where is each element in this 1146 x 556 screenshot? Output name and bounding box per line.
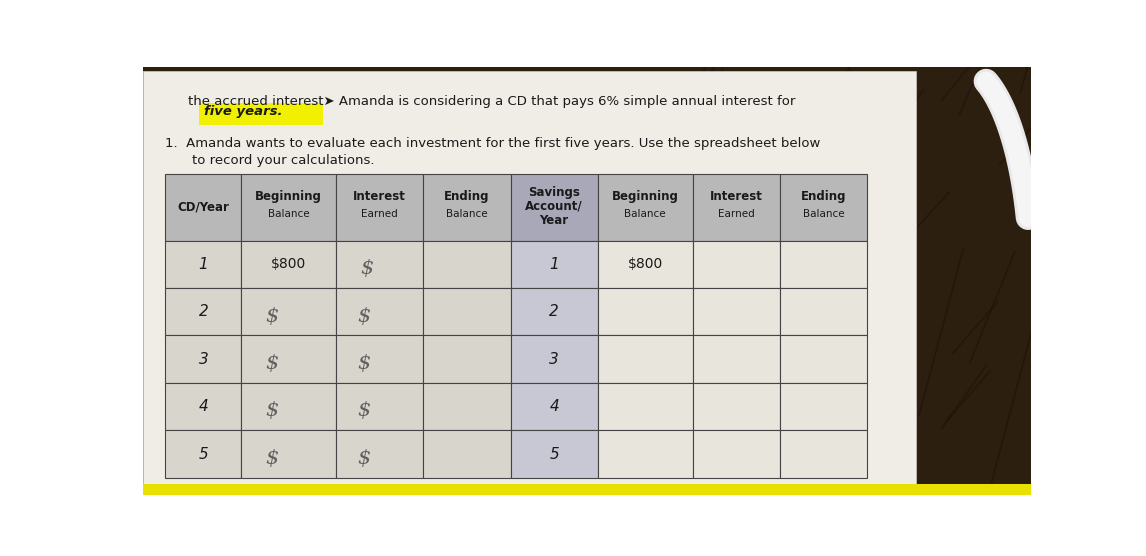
Text: Account/: Account/	[525, 200, 583, 212]
Bar	[242, 173, 336, 241]
Bar	[598, 241, 692, 288]
Text: Year: Year	[540, 214, 568, 226]
Text: $800: $800	[272, 257, 306, 271]
Text: 3: 3	[198, 351, 209, 366]
Text: $: $	[360, 259, 374, 278]
Bar	[242, 335, 336, 383]
Bar	[423, 383, 511, 430]
Bar	[242, 383, 336, 430]
Text: Beginning: Beginning	[256, 190, 322, 203]
Bar	[780, 430, 868, 478]
Bar	[598, 173, 692, 241]
Text: $: $	[358, 449, 370, 468]
Text: Interest: Interest	[709, 190, 763, 203]
Text: $: $	[265, 354, 278, 373]
Text: $: $	[265, 401, 278, 420]
Bar	[511, 383, 598, 430]
Bar	[692, 288, 780, 335]
Text: Earned: Earned	[717, 208, 754, 219]
Bar	[165, 430, 242, 478]
Text: the accrued interest➤ Amanda is considering a CD that pays 6% simple annual inte: the accrued interest➤ Amanda is consider…	[188, 95, 795, 107]
Text: 4: 4	[198, 399, 209, 414]
Bar	[423, 335, 511, 383]
Text: Earned: Earned	[361, 208, 398, 219]
Text: $: $	[358, 306, 370, 325]
Text: CD/Year: CD/Year	[178, 201, 229, 214]
Bar	[336, 383, 423, 430]
Bar	[598, 288, 692, 335]
Text: 2: 2	[549, 304, 559, 319]
Bar	[511, 430, 598, 478]
FancyBboxPatch shape	[199, 103, 323, 125]
Bar	[780, 383, 868, 430]
Bar	[336, 430, 423, 478]
Text: $: $	[265, 449, 278, 468]
Bar	[598, 430, 692, 478]
Bar	[692, 430, 780, 478]
Bar	[165, 288, 242, 335]
Text: Balance: Balance	[802, 208, 845, 219]
Bar	[511, 335, 598, 383]
Bar	[165, 173, 242, 241]
Text: Ending: Ending	[445, 190, 489, 203]
Text: Ending: Ending	[801, 190, 846, 203]
Bar	[165, 241, 242, 288]
Text: Savings: Savings	[528, 186, 580, 198]
Text: 1: 1	[198, 257, 209, 272]
Bar	[242, 241, 336, 288]
Bar	[165, 335, 242, 383]
Text: Beginning: Beginning	[612, 190, 678, 203]
Bar	[780, 241, 868, 288]
Bar	[511, 173, 598, 241]
Bar	[143, 71, 916, 490]
Bar	[692, 383, 780, 430]
Bar	[423, 288, 511, 335]
Bar	[423, 430, 511, 478]
Bar	[598, 383, 692, 430]
Text: five years.: five years.	[204, 105, 282, 118]
Text: 1: 1	[549, 257, 559, 272]
Bar	[423, 173, 511, 241]
Bar	[598, 335, 692, 383]
Bar	[423, 241, 511, 288]
Text: $: $	[265, 306, 278, 325]
Bar	[780, 173, 868, 241]
Bar	[692, 173, 780, 241]
Bar	[242, 288, 336, 335]
Text: $800: $800	[628, 257, 662, 271]
Bar	[336, 288, 423, 335]
Bar	[780, 288, 868, 335]
Bar	[336, 335, 423, 383]
Text: 1.  Amanda wants to evaluate each investment for the first five years. Use the s: 1. Amanda wants to evaluate each investm…	[165, 137, 821, 150]
Text: $: $	[358, 354, 370, 373]
Bar	[780, 335, 868, 383]
Text: 5: 5	[549, 446, 559, 461]
Bar	[692, 241, 780, 288]
Text: 3: 3	[549, 351, 559, 366]
Bar	[511, 241, 598, 288]
Text: Balance: Balance	[625, 208, 666, 219]
Bar	[143, 484, 1031, 495]
Bar	[692, 335, 780, 383]
Bar	[165, 383, 242, 430]
Bar	[336, 173, 423, 241]
Text: 4: 4	[549, 399, 559, 414]
Text: to record your calculations.: to record your calculations.	[193, 155, 375, 167]
Text: $: $	[358, 401, 370, 420]
Bar	[242, 430, 336, 478]
Text: Balance: Balance	[446, 208, 488, 219]
Text: Interest: Interest	[353, 190, 406, 203]
Bar	[511, 288, 598, 335]
Bar	[336, 241, 423, 288]
Text: 2: 2	[198, 304, 209, 319]
Text: Balance: Balance	[268, 208, 309, 219]
Text: 5: 5	[198, 446, 209, 461]
